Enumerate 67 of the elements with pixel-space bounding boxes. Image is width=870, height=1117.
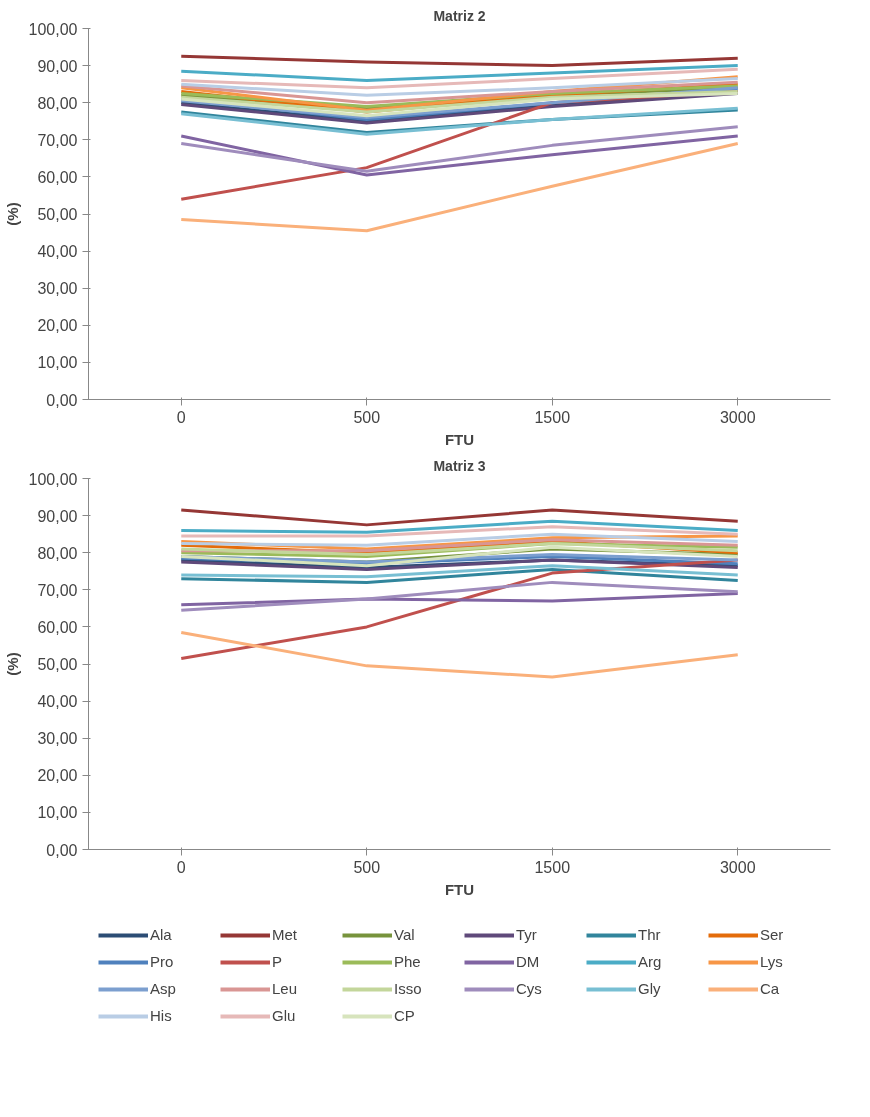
y-tick-label: 50,00 (37, 206, 78, 223)
line-series (179, 532, 740, 547)
y-tick-label: 70,00 (37, 131, 78, 149)
y-tick-label: 40,00 (37, 243, 78, 261)
x-axis-title: FTU (444, 880, 475, 898)
legend-label: Met (272, 926, 298, 943)
legend-label: Cys (516, 980, 543, 997)
y-tick-label: 30,00 (37, 280, 78, 298)
y-tick-label: 60,00 (37, 618, 78, 636)
legend-label: Leu (272, 980, 299, 997)
chart-title: Matriz 3 (433, 457, 486, 474)
y-tick-label: 90,00 (37, 507, 78, 525)
line-series (179, 125, 740, 173)
x-axis-title: FTU (444, 430, 475, 448)
line-series (179, 142, 740, 233)
chart-title: Matriz 2 (433, 7, 486, 24)
y-tick-label: 10,00 (37, 804, 78, 822)
y-tick-label: 100,00 (28, 20, 78, 38)
line-series (179, 67, 740, 90)
y-tick-label: 0,00 (46, 391, 78, 409)
line-series (179, 77, 740, 97)
legend-label: P (272, 953, 283, 970)
legend-label: Gly (638, 980, 662, 997)
legend-label: DM (516, 953, 541, 970)
legend-label: Tyr (516, 926, 538, 943)
legend-label: CP (394, 1007, 416, 1024)
y-tick-label: 40,00 (37, 693, 78, 711)
legend-label: Glu (272, 1007, 297, 1024)
line-series (179, 64, 740, 82)
legend-label: Thr (638, 926, 662, 943)
legend-label: His (150, 1007, 173, 1024)
y-tick-label: 70,00 (37, 581, 78, 599)
line-series (179, 567, 740, 584)
legend-label: Ca (760, 980, 781, 997)
legend-label: Lys (760, 953, 784, 970)
y-tick-label: 0,00 (46, 841, 78, 859)
x-tick-label: 1500 (534, 408, 571, 426)
y-tick-label: 50,00 (37, 656, 78, 673)
x-tick-label: 500 (353, 858, 381, 876)
y-axis-title: (%) (3, 202, 21, 226)
line-series (179, 580, 740, 612)
x-tick-label: 0 (176, 858, 186, 876)
y-axis-title: (%) (3, 652, 21, 676)
y-tick-label: 20,00 (37, 317, 78, 335)
y-tick-label: 10,00 (37, 354, 78, 372)
y-tick-label: 100,00 (28, 470, 78, 488)
line-series (179, 630, 740, 679)
y-tick-label: 60,00 (37, 168, 78, 186)
legend-label: Arg (638, 953, 663, 970)
y-tick-label: 30,00 (37, 730, 78, 748)
legend-label: Val (394, 926, 416, 943)
y-tick-label: 80,00 (37, 544, 78, 562)
x-tick-label: 500 (353, 408, 381, 426)
x-tick-label: 0 (176, 408, 186, 426)
y-tick-label: 90,00 (37, 57, 78, 75)
line-series (179, 54, 740, 68)
x-tick-label: 3000 (719, 858, 756, 876)
legend-label: Asp (150, 980, 177, 997)
x-tick-label: 3000 (719, 408, 756, 426)
legend-label: Ala (150, 926, 173, 943)
legend-label: Pro (150, 953, 175, 970)
legend-label: Ser (760, 926, 785, 943)
x-tick-label: 1500 (534, 858, 571, 876)
legend-label: Isso (394, 980, 423, 997)
y-tick-label: 80,00 (37, 94, 78, 112)
y-tick-label: 20,00 (37, 767, 78, 785)
legend-label: Phe (394, 953, 422, 970)
